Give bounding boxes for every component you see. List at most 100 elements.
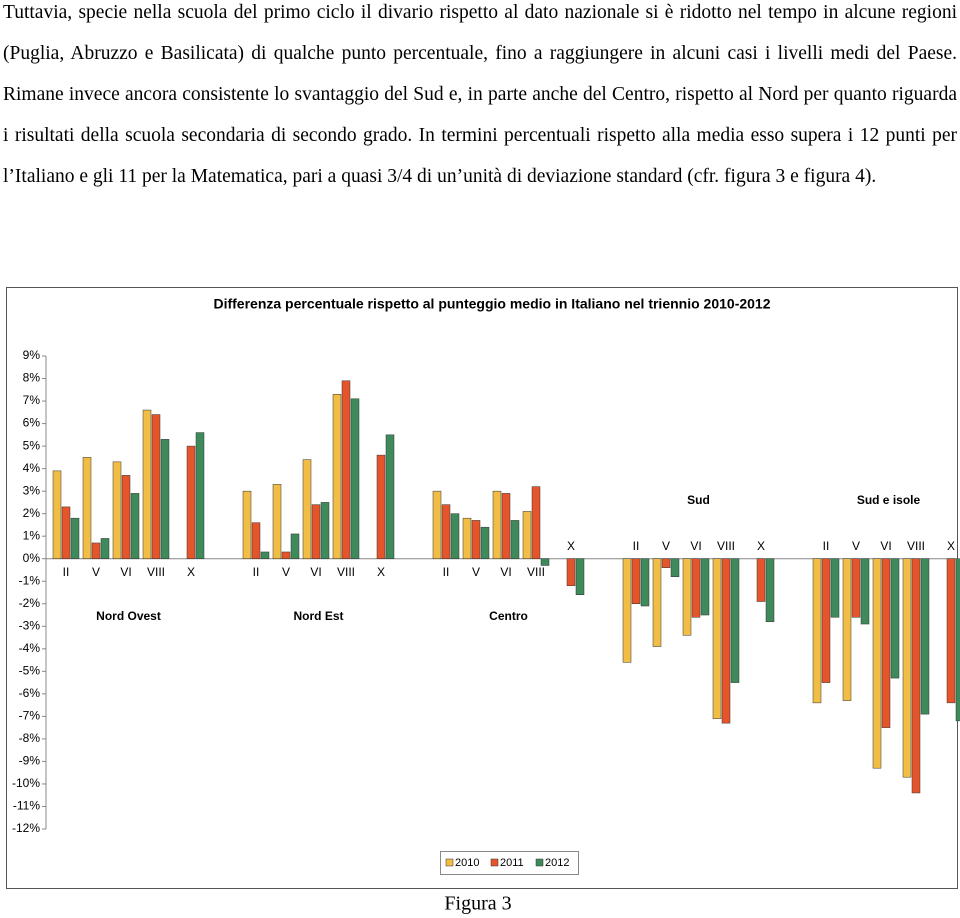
x-tick-label: V xyxy=(852,539,860,553)
bar xyxy=(320,502,330,559)
y-tick-label: -8% xyxy=(19,731,41,745)
group-label: Sud e isole xyxy=(857,493,921,507)
group-label: Nord Est xyxy=(293,609,343,623)
bar xyxy=(872,558,882,769)
bar xyxy=(260,551,270,559)
x-tick-label: II xyxy=(443,565,450,579)
x-tick-label: V xyxy=(282,565,290,579)
bar xyxy=(765,558,775,623)
y-tick-label: 8% xyxy=(23,371,41,385)
bar xyxy=(830,558,840,618)
x-tick-label: VI xyxy=(120,565,131,579)
group-label: Nord Ovest xyxy=(96,609,161,623)
bar xyxy=(480,526,490,559)
bar xyxy=(566,558,576,586)
bar xyxy=(700,558,710,616)
x-tick-label: VI xyxy=(690,539,701,553)
y-tick-label: -10% xyxy=(12,776,40,790)
legend-swatch xyxy=(445,858,454,867)
legend-swatch xyxy=(490,858,499,867)
bar xyxy=(712,558,722,719)
y-tick-label: -9% xyxy=(19,754,41,768)
bar xyxy=(652,558,662,647)
bar xyxy=(251,522,261,559)
x-tick-label: V xyxy=(92,565,100,579)
bar xyxy=(902,558,912,778)
x-tick-label: X xyxy=(567,539,575,553)
bar xyxy=(432,490,442,559)
bar xyxy=(450,513,460,559)
bar xyxy=(290,533,300,559)
bar xyxy=(121,475,131,559)
x-tick-label: II xyxy=(253,565,260,579)
paragraph: Tuttavia, specie nella scuola del primo … xyxy=(3,2,957,187)
y-tick-label: 0% xyxy=(23,551,41,565)
x-tick-label: V xyxy=(472,565,480,579)
y-tick-label: 9% xyxy=(23,348,41,362)
y-tick-label: 6% xyxy=(23,416,41,430)
x-tick-label: II xyxy=(633,539,640,553)
group-label: Centro xyxy=(489,609,528,623)
bar xyxy=(471,520,481,559)
x-tick-label: VI xyxy=(880,539,891,553)
bar xyxy=(540,558,550,566)
x-tick-label: VIII xyxy=(527,565,545,579)
x-tick-label: X xyxy=(947,539,955,553)
bar xyxy=(522,511,532,559)
x-tick-label: V xyxy=(662,539,670,553)
bar xyxy=(842,558,852,701)
bar xyxy=(730,558,740,683)
bar xyxy=(61,506,71,559)
bar xyxy=(631,558,641,605)
y-tick-label: -6% xyxy=(19,686,41,700)
bar xyxy=(186,445,196,559)
group-label: Sud xyxy=(687,493,710,507)
bar xyxy=(160,439,170,559)
bar xyxy=(195,432,205,559)
x-tick-label: VIII xyxy=(717,539,735,553)
bar xyxy=(112,461,122,559)
x-tick-label: VI xyxy=(500,565,511,579)
bar xyxy=(52,470,62,559)
bar xyxy=(242,490,252,559)
bar xyxy=(531,486,541,559)
bar xyxy=(311,504,321,559)
bar xyxy=(682,558,692,636)
bar xyxy=(946,558,956,704)
bar xyxy=(661,558,671,568)
legend-label: 2010 xyxy=(455,857,479,869)
y-tick-label: -5% xyxy=(19,664,41,678)
bar xyxy=(492,490,502,559)
y-tick-label: -3% xyxy=(19,618,41,632)
y-tick-label: 3% xyxy=(23,483,41,497)
x-tick-label: X xyxy=(757,539,765,553)
bar xyxy=(640,558,650,607)
y-tick-label: -12% xyxy=(12,821,40,835)
bar xyxy=(510,520,520,559)
bar xyxy=(721,558,731,724)
y-tick-label: 1% xyxy=(23,528,41,542)
bar xyxy=(881,558,891,728)
bar xyxy=(691,558,701,618)
x-tick-label: VIII xyxy=(337,565,355,579)
y-tick-label: -1% xyxy=(19,573,41,587)
bar xyxy=(851,558,861,618)
bar xyxy=(350,398,360,559)
legend-box xyxy=(440,851,579,875)
bar xyxy=(911,558,921,794)
y-tick-label: -4% xyxy=(19,641,41,655)
x-tick-label: VIII xyxy=(147,565,165,579)
bar xyxy=(341,380,351,559)
bar xyxy=(272,484,282,559)
bar xyxy=(91,542,101,559)
bar xyxy=(82,457,92,559)
x-tick-label: VIII xyxy=(907,539,925,553)
y-tick-label: -7% xyxy=(19,709,41,723)
y-tick-label: 4% xyxy=(23,461,41,475)
bar xyxy=(756,558,766,602)
y-tick-label: 5% xyxy=(23,438,41,452)
bar xyxy=(151,414,161,559)
bar xyxy=(501,493,511,559)
